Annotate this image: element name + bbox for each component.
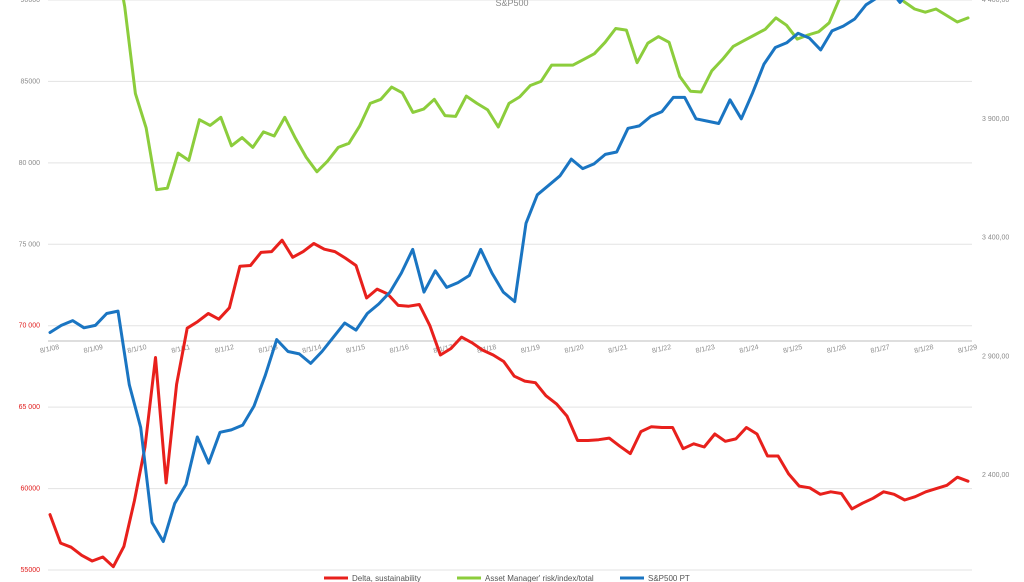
x-tick-label: 8/1/11	[171, 344, 191, 355]
x-tick-label: 8/1/29	[957, 344, 978, 355]
left-tick-label: 60000	[21, 486, 41, 493]
x-tick-label: 8/1/15	[345, 344, 366, 355]
x-tick-label: 8/1/23	[695, 344, 716, 355]
x-tick-label: 8/1/24	[739, 344, 760, 355]
x-tick-label: 8/1/08	[39, 344, 60, 355]
x-tick-label: 8/1/12	[214, 344, 235, 355]
x-tick-label: 8/1/22	[651, 344, 672, 355]
legend: Delta, sustainability Asset Manager' risk…	[324, 574, 690, 582]
x-tick-label: 8/1/14	[302, 344, 323, 355]
legend-label: Delta, sustainability	[352, 574, 421, 582]
left-tick-label: 55000	[21, 567, 41, 574]
x-tick-label: 8/1/09	[83, 344, 104, 355]
right-tick-label: 2 400,00	[982, 472, 1009, 479]
left-tick-label: 85000	[21, 78, 41, 85]
right-tick-label: 2 900,00	[982, 353, 1009, 360]
x-tick-label: 8/1/17	[433, 344, 454, 355]
right-tick-label: 3 900,00	[982, 116, 1009, 123]
x-tick-label: 8/1/25	[783, 344, 804, 355]
x-tick-label: 8/1/13	[258, 344, 279, 355]
right-axis-ticks: 4 400,00 3 900,00 3 400,00 2 900,00 2 400,00	[982, 0, 1009, 479]
left-tick-label: 80 000	[19, 160, 41, 167]
legend-label: S&P500 PT	[648, 574, 690, 582]
left-axis-ticks: 90000 85000 80 000 75 000 70 000 65 000 60000 5…	[19, 0, 41, 574]
x-tick-label: 8/1/10	[127, 344, 148, 355]
chart-title: S&P500	[495, 0, 528, 8]
x-tick-label: 8/1/20	[564, 344, 585, 355]
x-axis-ticks: 8/1/08 8/1/09 8/1/10 8/1/11 8/1/12 8/1/13 8/1/…	[39, 344, 978, 355]
left-tick-label: 70 000	[19, 323, 41, 330]
x-tick-label: 8/1/18	[477, 344, 498, 355]
left-tick-label: 75 000	[19, 241, 41, 248]
x-tick-label: 8/1/21	[608, 344, 629, 355]
x-tick-label: 8/1/27	[870, 344, 891, 355]
x-tick-label: 8/1/28	[914, 344, 935, 355]
legend-label: Asset Manager' risk/index/total	[485, 574, 594, 582]
gridlines	[48, 0, 972, 571]
x-tick-label: 8/1/19	[520, 344, 541, 355]
left-tick-label: 65 000	[19, 404, 41, 411]
series-line-1	[122, 0, 970, 192]
x-tick-label: 8/1/16	[389, 344, 410, 355]
right-tick-label: 3 400,00	[982, 235, 1009, 242]
x-tick-label: 8/1/26	[826, 344, 847, 355]
series-lines	[48, 0, 970, 569]
right-tick-label: 4 400,00	[982, 0, 1009, 4]
left-tick-label: 90000	[21, 0, 41, 4]
series-line-2	[48, 0, 904, 543]
series-line-0	[48, 238, 970, 569]
